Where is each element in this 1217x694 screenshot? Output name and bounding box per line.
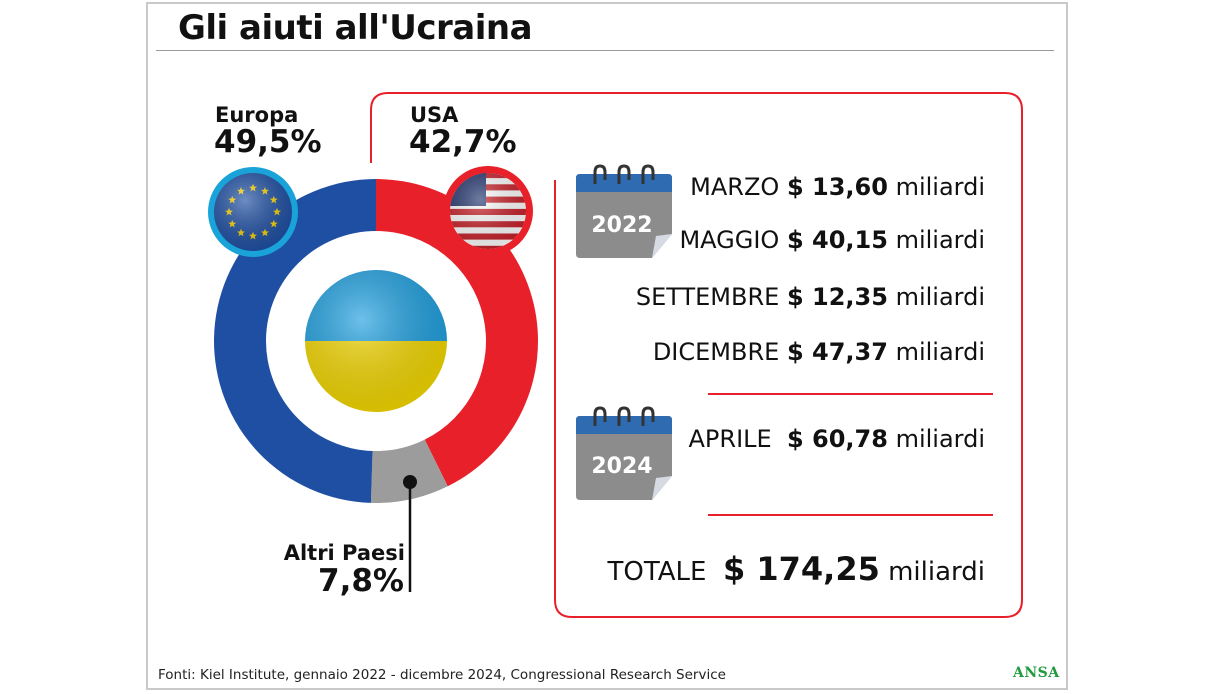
total-row: TOTALE $ 174,25 miliardi <box>608 553 986 585</box>
total-unit: miliardi <box>888 557 985 587</box>
donut-chart <box>213 179 539 503</box>
row-month: MAGGIO <box>679 226 780 254</box>
row-unit: miliardi <box>895 283 985 311</box>
calendar-ring <box>617 406 631 426</box>
eu-flag-icon <box>208 167 298 257</box>
row-aprile-2024: APRILE $ 60,78 miliardi <box>689 427 986 451</box>
altri-paesi-label: Altri Paesi <box>283 541 405 565</box>
donut-slice-usa <box>376 179 539 487</box>
row-unit: miliardi <box>895 226 985 254</box>
calendar-2022-icon <box>576 164 672 258</box>
row-unit: miliardi <box>895 173 985 201</box>
row-unit: miliardi <box>895 425 985 453</box>
row-unit: miliardi <box>895 338 985 366</box>
page-title: Gli aiuti all'Ucraina <box>178 8 533 48</box>
calendar-header <box>576 416 672 434</box>
calendar-ring <box>641 164 655 184</box>
ansa-logo: ANSA <box>1013 665 1060 681</box>
altri-paesi-percent: 7,8% <box>318 563 404 599</box>
calendar-ring <box>593 406 607 426</box>
row-month: APRILE <box>688 425 772 453</box>
total-label: TOTALE <box>607 557 707 587</box>
row-amount: $ 60,78 <box>786 425 888 453</box>
total-amount: $ 174,25 <box>722 550 880 588</box>
usa-label: USA <box>410 103 459 127</box>
usa-bracket-frame <box>370 92 1023 618</box>
row-month: DICEMBRE <box>652 338 780 366</box>
row-month: SETTEMBRE <box>635 283 780 311</box>
row-settembre-2022: SETTEMBRE $ 12,35 miliardi <box>636 285 985 309</box>
source-footer: Fonti: Kiel Institute, gennaio 2022 - di… <box>158 667 726 683</box>
europa-label: Europa <box>215 103 299 127</box>
row-amount: $ 47,37 <box>786 338 888 366</box>
donut-slice-europa <box>213 179 376 503</box>
calendar-ring <box>617 164 631 184</box>
calendar-body <box>576 416 672 500</box>
row-marzo-2022: MARZO $ 13,60 miliardi <box>690 175 985 199</box>
ukraine-flag-icon <box>305 270 447 412</box>
us-flag-icon <box>443 166 533 256</box>
row-amount: $ 13,60 <box>786 173 888 201</box>
row-dicembre-2022: DICEMBRE $ 47,37 miliardi <box>653 340 985 364</box>
calendar-2024-icon <box>576 406 672 500</box>
calendar-ring <box>593 164 607 184</box>
row-amount: $ 40,15 <box>786 226 888 254</box>
calendar-page-fold <box>652 234 672 258</box>
calendar-header <box>576 174 672 192</box>
calendar-ring <box>641 406 655 426</box>
calendar-body <box>576 174 672 258</box>
row-month: MARZO <box>690 173 780 201</box>
row-amount: $ 12,35 <box>786 283 888 311</box>
donut-slice-altri-paesi <box>370 439 448 503</box>
calendar-year-2024: 2024 <box>591 454 652 479</box>
infographic-frame <box>146 2 1068 690</box>
usa-percent: 42,7% <box>409 124 517 160</box>
calendar-year-2022: 2022 <box>591 213 652 238</box>
europa-percent: 49,5% <box>214 124 322 160</box>
row-maggio-2022: MAGGIO $ 40,15 miliardi <box>679 228 985 252</box>
title-divider <box>156 50 1054 51</box>
calendar-page-fold <box>652 476 672 500</box>
